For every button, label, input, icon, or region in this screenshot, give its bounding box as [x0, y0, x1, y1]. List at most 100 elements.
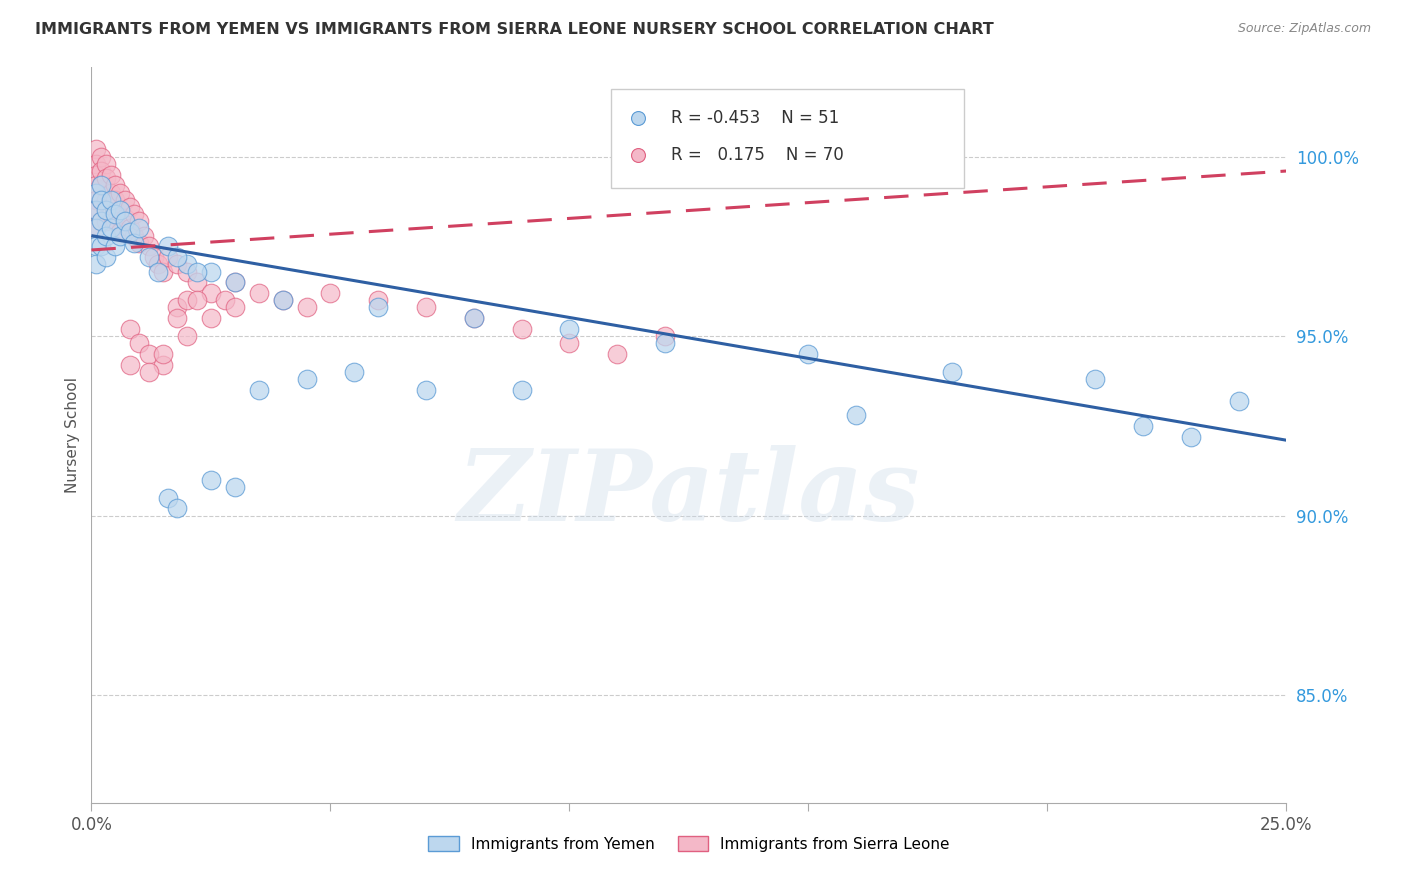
Point — [148, 257, 170, 271]
Point — [156, 491, 179, 505]
Point — [343, 365, 366, 379]
Point — [84, 168, 107, 182]
Point — [94, 193, 117, 207]
Point — [114, 193, 136, 207]
Text: R = -0.453    N = 51: R = -0.453 N = 51 — [671, 110, 839, 128]
Y-axis label: Nursery School: Nursery School — [65, 376, 80, 493]
Point — [200, 264, 222, 278]
Point — [295, 372, 318, 386]
Point — [94, 157, 117, 171]
Point — [84, 157, 107, 171]
Text: ZIPatlas: ZIPatlas — [458, 445, 920, 542]
Point — [797, 347, 820, 361]
Point — [128, 221, 150, 235]
Point — [295, 301, 318, 315]
Point — [108, 203, 131, 218]
Point — [224, 301, 246, 315]
Point — [84, 186, 107, 200]
Point — [90, 178, 112, 193]
Point — [148, 264, 170, 278]
Point — [84, 221, 107, 235]
Point — [152, 347, 174, 361]
Point — [94, 203, 117, 218]
Point — [415, 301, 437, 315]
Point — [176, 264, 198, 278]
Text: Source: ZipAtlas.com: Source: ZipAtlas.com — [1237, 22, 1371, 36]
Point — [94, 171, 117, 186]
Point — [166, 257, 188, 271]
Point — [84, 178, 107, 193]
Point — [100, 168, 122, 182]
Point — [104, 214, 127, 228]
Point — [176, 257, 198, 271]
Point — [319, 286, 342, 301]
Point — [941, 365, 963, 379]
Point — [152, 264, 174, 278]
Point — [94, 214, 117, 228]
Point — [128, 336, 150, 351]
Point — [271, 293, 294, 308]
Point — [247, 383, 270, 397]
Point — [108, 186, 131, 200]
Point — [558, 336, 581, 351]
Point — [510, 322, 533, 336]
Point — [138, 365, 160, 379]
Point — [1084, 372, 1107, 386]
Point — [654, 336, 676, 351]
Point — [128, 214, 150, 228]
Text: R =   0.175    N = 70: R = 0.175 N = 70 — [671, 146, 844, 164]
Point — [104, 207, 127, 221]
Point — [84, 221, 107, 235]
Point — [166, 250, 188, 264]
Point — [84, 257, 107, 271]
Point — [90, 193, 112, 207]
Point — [84, 203, 107, 218]
Point — [654, 329, 676, 343]
Point — [214, 293, 236, 308]
Point — [100, 207, 122, 221]
Point — [100, 221, 122, 235]
Point — [118, 225, 141, 239]
Point — [224, 480, 246, 494]
Point — [104, 239, 127, 253]
Point — [104, 178, 127, 193]
Point — [463, 311, 485, 326]
Point — [104, 193, 127, 207]
Point — [118, 358, 141, 372]
Point — [186, 293, 208, 308]
Point — [166, 501, 188, 516]
Point — [90, 214, 112, 228]
Point — [84, 143, 107, 157]
Point — [108, 203, 131, 218]
Point — [100, 186, 122, 200]
Point — [176, 329, 198, 343]
Point — [84, 203, 107, 218]
Point — [1180, 430, 1202, 444]
Point — [367, 293, 389, 308]
Point — [224, 275, 246, 289]
Point — [200, 473, 222, 487]
Point — [128, 235, 150, 250]
Point — [84, 239, 107, 253]
Point — [118, 221, 141, 235]
Point — [200, 286, 222, 301]
Point — [132, 228, 155, 243]
Point — [90, 193, 112, 207]
Point — [186, 275, 208, 289]
Point — [90, 214, 112, 228]
Point — [1227, 393, 1250, 408]
Legend: Immigrants from Yemen, Immigrants from Sierra Leone: Immigrants from Yemen, Immigrants from S… — [422, 830, 956, 858]
Point — [108, 228, 131, 243]
Point — [124, 207, 146, 221]
Point — [118, 322, 141, 336]
Point — [1132, 418, 1154, 433]
Point — [606, 347, 628, 361]
Point — [367, 301, 389, 315]
Point — [247, 286, 270, 301]
Point — [558, 322, 581, 336]
Point — [186, 264, 208, 278]
Point — [152, 358, 174, 372]
Point — [166, 311, 188, 326]
Point — [94, 250, 117, 264]
Point — [124, 228, 146, 243]
